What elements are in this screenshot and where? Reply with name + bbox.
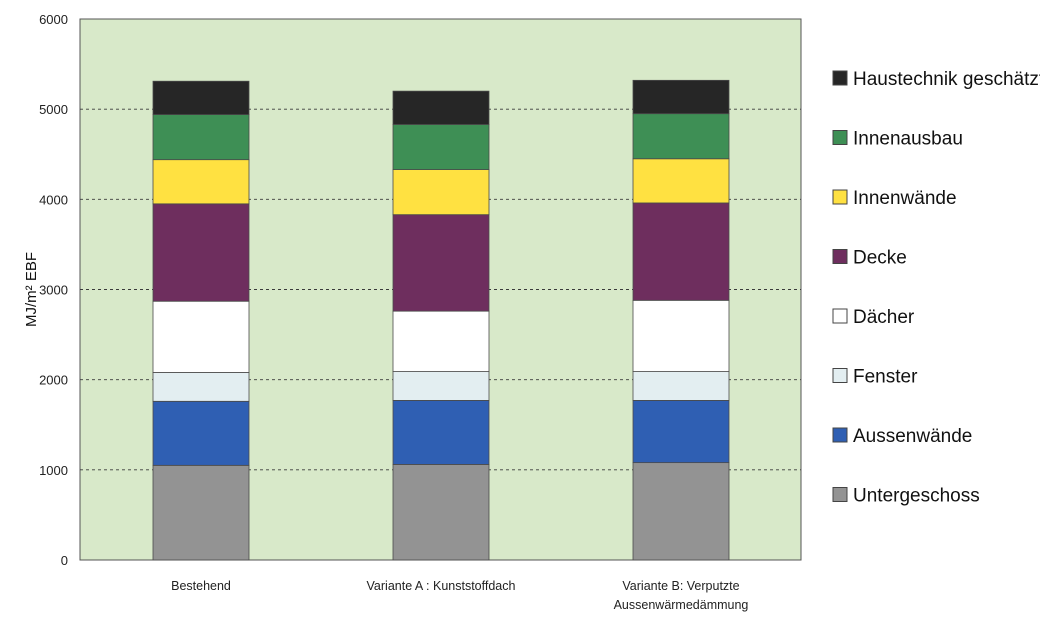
legend-swatch	[832, 487, 848, 502]
legend-label: Fenster	[853, 367, 918, 388]
legend-swatch	[832, 249, 848, 264]
bar-segment	[632, 158, 730, 204]
y-tick-label: 6000	[39, 12, 68, 27]
legend-label: Untergeschoss	[853, 486, 980, 507]
legend-swatch	[832, 308, 848, 324]
y-tick-label: 5000	[39, 102, 68, 117]
bar-segment	[152, 372, 250, 402]
y-axis-label: MJ/m² EBF	[23, 252, 40, 327]
legend-swatch	[832, 70, 848, 86]
bar-segment	[152, 300, 250, 373]
legend-label: Aussenwände	[853, 426, 972, 447]
bar-segment	[152, 114, 250, 161]
bar-segment	[392, 310, 490, 372]
y-tick-label: 0	[61, 553, 68, 568]
bar-segment	[392, 169, 490, 216]
y-tick-label: 3000	[39, 283, 68, 298]
legend-swatch	[832, 189, 848, 205]
x-category-label: Bestehend	[171, 579, 231, 593]
bar-segment	[632, 79, 730, 115]
bar-segment	[152, 203, 250, 302]
bar-segment	[152, 464, 250, 561]
legend-label: Haustechnik geschätzt	[853, 69, 1040, 90]
bar-segment	[152, 80, 250, 115]
legend-label: Dächer	[853, 307, 915, 328]
bar-segment	[632, 462, 730, 561]
bar-segment	[632, 371, 730, 401]
x-category-label: Aussenwärmedämmung	[614, 598, 749, 612]
bar-segment	[152, 159, 250, 205]
bar-segment	[632, 202, 730, 301]
bar-segment	[392, 90, 490, 125]
bar-segment	[152, 400, 250, 466]
bar-segment	[392, 124, 490, 170]
y-tick-label: 4000	[39, 192, 68, 207]
y-tick-label: 1000	[39, 463, 68, 478]
bar-segment	[392, 400, 490, 465]
bar-segment	[392, 214, 490, 312]
legend-label: Decke	[853, 248, 907, 269]
legend-swatch	[832, 427, 848, 443]
legend-swatch	[832, 368, 848, 383]
bar-segment	[392, 464, 490, 561]
legend-label: Innenwände	[853, 188, 957, 209]
bar-segment	[632, 113, 730, 160]
bar-segment	[392, 371, 490, 401]
bar-segment	[632, 299, 730, 372]
x-category-label: Variante A : Kunststoffdach	[367, 579, 516, 593]
legend-swatch	[832, 130, 848, 145]
bar-segment	[632, 400, 730, 464]
y-tick-label: 2000	[39, 373, 68, 388]
legend-label: Innenausbau	[853, 129, 963, 150]
x-category-label: Variante B: Verputzte	[622, 579, 739, 593]
